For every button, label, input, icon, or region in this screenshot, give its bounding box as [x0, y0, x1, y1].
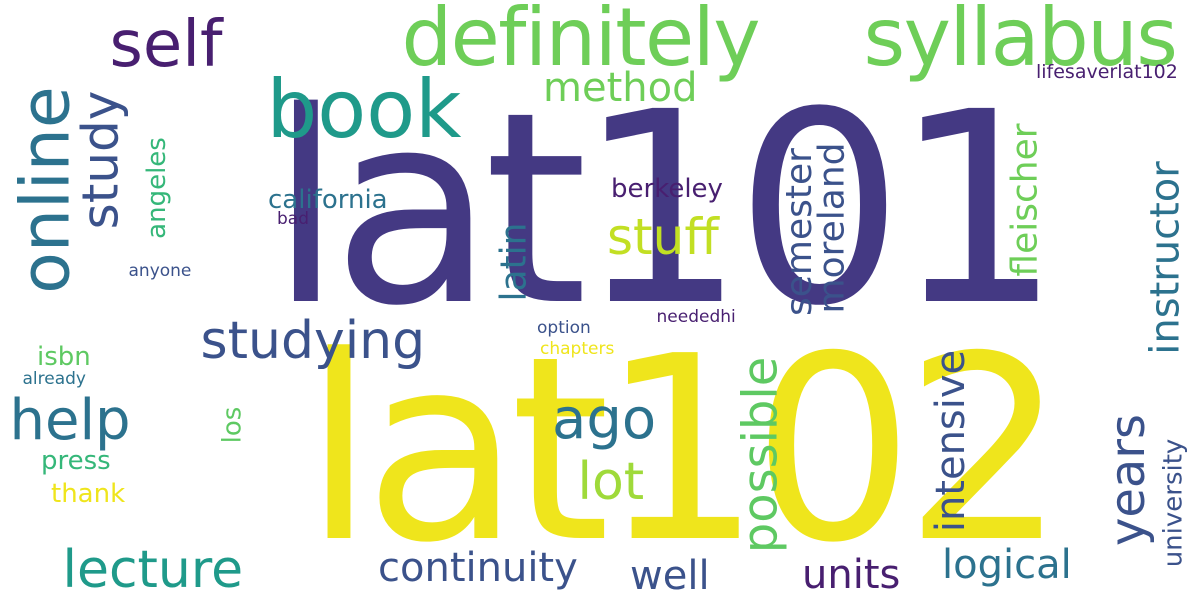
word-well: well	[630, 553, 710, 599]
word-study: study	[70, 90, 129, 230]
word-fleischer: fleischer	[1004, 123, 1046, 277]
word-press: press	[41, 446, 111, 476]
word-bad: bad	[277, 208, 309, 229]
word-stuff: stuff	[607, 208, 719, 266]
word-intensive: intensive	[928, 349, 975, 533]
word-berkeley: berkeley	[611, 174, 723, 204]
word-studying: studying	[200, 311, 426, 371]
word-lecture: lecture	[62, 540, 244, 600]
word-years: years	[1100, 413, 1157, 547]
word-ago: ago	[552, 387, 657, 452]
word-lot: lot	[577, 452, 645, 512]
word-latin: latin	[493, 222, 534, 302]
word-california: california	[268, 185, 388, 215]
word-book: book	[266, 63, 462, 156]
word-syllabus: syllabus	[863, 0, 1178, 84]
word-already: already	[22, 368, 86, 389]
word-logical: logical	[942, 542, 1072, 588]
word-instructor: instructor	[1142, 161, 1189, 355]
word-online: online	[6, 86, 86, 294]
word-moreland: moreland	[810, 142, 852, 314]
word-anyone: anyone	[128, 260, 192, 281]
word-lat101: lat101	[269, 55, 1062, 364]
word-units: units	[802, 552, 901, 598]
word-lifesaverlat102: lifesaverlat102	[1036, 60, 1178, 83]
word-thank: thank	[51, 479, 126, 509]
word-isbn: isbn	[37, 342, 91, 372]
word-option: option	[537, 317, 591, 338]
word-los: los	[216, 406, 247, 444]
word-chapters: chapters	[540, 338, 615, 359]
word-method: method	[543, 65, 698, 111]
word-definitely: definitely	[401, 0, 761, 84]
word-self: self	[109, 8, 223, 82]
word-angeles: angeles	[141, 137, 172, 239]
word-neededhi: neededhi	[656, 306, 736, 327]
word-university: university	[1157, 438, 1188, 568]
word-help: help	[9, 388, 131, 453]
word-possible: possible	[731, 356, 788, 554]
word-continuity: continuity	[378, 545, 578, 591]
word-lat102: lat102	[303, 301, 1067, 599]
